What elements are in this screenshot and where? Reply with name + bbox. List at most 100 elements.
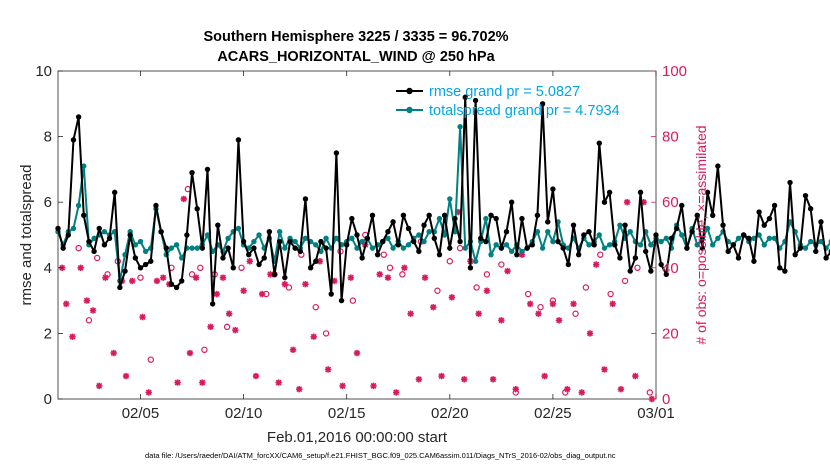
obs-assimilated-point [302, 281, 309, 288]
y-tick-label: 4 [44, 260, 52, 277]
totalspread-point [385, 235, 391, 241]
obs-assimilated-point [281, 281, 289, 288]
rmse-point [349, 215, 355, 222]
obs-possible-point [85, 317, 93, 324]
rmse-point [766, 215, 773, 222]
totalspread-point [534, 229, 541, 235]
obs-assimilated-point [489, 376, 497, 383]
rmse-point [101, 242, 108, 248]
obs-possible-point [147, 356, 154, 363]
rmse-point [173, 284, 180, 291]
obs-assimilated-point [296, 385, 303, 393]
rmse-point [472, 97, 479, 104]
obs-assimilated-point [139, 313, 146, 321]
rmse-point [421, 222, 427, 228]
obs-assimilated-point [122, 372, 130, 380]
rmse-point [246, 251, 252, 258]
rmse-point [570, 222, 577, 228]
totalspread-point [679, 232, 685, 238]
rmse-point [436, 251, 443, 258]
obs-assimilated-point [527, 300, 534, 308]
totalspread-point [735, 235, 742, 241]
obs-assimilated-point [77, 264, 84, 271]
rmse-point [132, 255, 139, 261]
rmse-point [596, 140, 602, 146]
data-file-footnote: data file: /Users/raeder/DAI/ATM_forcXX/… [145, 451, 616, 460]
obs-assimilated-point [541, 372, 548, 380]
totalspread-point [766, 235, 773, 241]
totalspread-point [483, 215, 489, 222]
totalspread-point [519, 248, 525, 255]
rmse-point [112, 189, 118, 196]
obs-assimilated-point [586, 330, 594, 337]
obs-assimilated-point [316, 258, 324, 265]
rmse-point [369, 212, 376, 219]
rmse-point [684, 245, 690, 251]
rmse-point [266, 229, 273, 235]
y-tick-label: 8 [44, 129, 52, 146]
totalspread-point [75, 202, 82, 209]
y2-tick-label: 80 [662, 129, 679, 146]
rmse-point [292, 245, 298, 251]
rmse-point [483, 238, 489, 245]
rmse-point [302, 196, 309, 202]
rmse-point [91, 248, 97, 255]
rmse-point [648, 268, 654, 274]
x-tick-label: 02/25 [534, 405, 572, 422]
obs-possible-point [285, 284, 293, 291]
totalspread-point [359, 238, 365, 245]
rmse-point [524, 245, 530, 251]
obs-assimilated-point [376, 271, 383, 278]
totalspread-point [173, 242, 180, 248]
totalspread-point [441, 232, 448, 238]
obs-assimilated-point [129, 277, 136, 285]
obs-assimilated-point [640, 199, 647, 206]
totalspread-point [457, 124, 463, 130]
obs-assimilated-point [192, 274, 200, 281]
totalspread-point [663, 235, 670, 241]
obs-possible-point [607, 290, 614, 298]
obs-assimilated-point [347, 274, 355, 281]
legend-spread-label: totalspread grand pr = 4.7934 [429, 103, 620, 119]
totalspread-point [503, 242, 510, 248]
y2-tick-label: 0 [662, 391, 670, 408]
totalspread-point [256, 232, 262, 238]
obs-possible-point [312, 303, 319, 311]
rmse-point [405, 225, 412, 232]
totalspread-point [807, 238, 814, 245]
obs-possible-point [473, 284, 480, 291]
totalspread-point [132, 242, 139, 248]
rmse-point [658, 261, 664, 268]
obs-assimilated-point [110, 349, 117, 357]
rmse-point [818, 219, 824, 225]
rmse-point [225, 245, 231, 251]
rmse-point [565, 261, 572, 268]
obs-assimilated-point [570, 300, 577, 308]
x-tick-label: 03/01 [637, 405, 675, 422]
totalspread-point [204, 232, 211, 238]
rmse-point [256, 261, 262, 268]
obs-assimilated-point [174, 379, 181, 386]
rmse-point [313, 258, 319, 264]
rmse-point [462, 94, 468, 100]
totalspread-point [447, 196, 453, 202]
obs-assimilated-point [102, 274, 109, 281]
totalspread-point [235, 225, 242, 232]
rmse-point [163, 245, 169, 251]
rmse-point [220, 255, 226, 261]
rmse-point [679, 202, 685, 209]
rmse-point [416, 248, 422, 255]
totalspread-point [426, 229, 432, 235]
obs-possible-point [223, 323, 231, 331]
rmse-point [153, 202, 159, 209]
rmse-point [380, 238, 386, 245]
obs-assimilated-point [483, 287, 491, 294]
rmse-point [148, 258, 154, 264]
legend-spread-marker [406, 106, 413, 114]
totalspread-point [369, 245, 376, 251]
rmse-point [122, 268, 128, 274]
rmse-point [230, 265, 236, 271]
rmse-point [117, 284, 123, 291]
totalspread-point [189, 245, 195, 251]
line-series-group [55, 94, 830, 307]
